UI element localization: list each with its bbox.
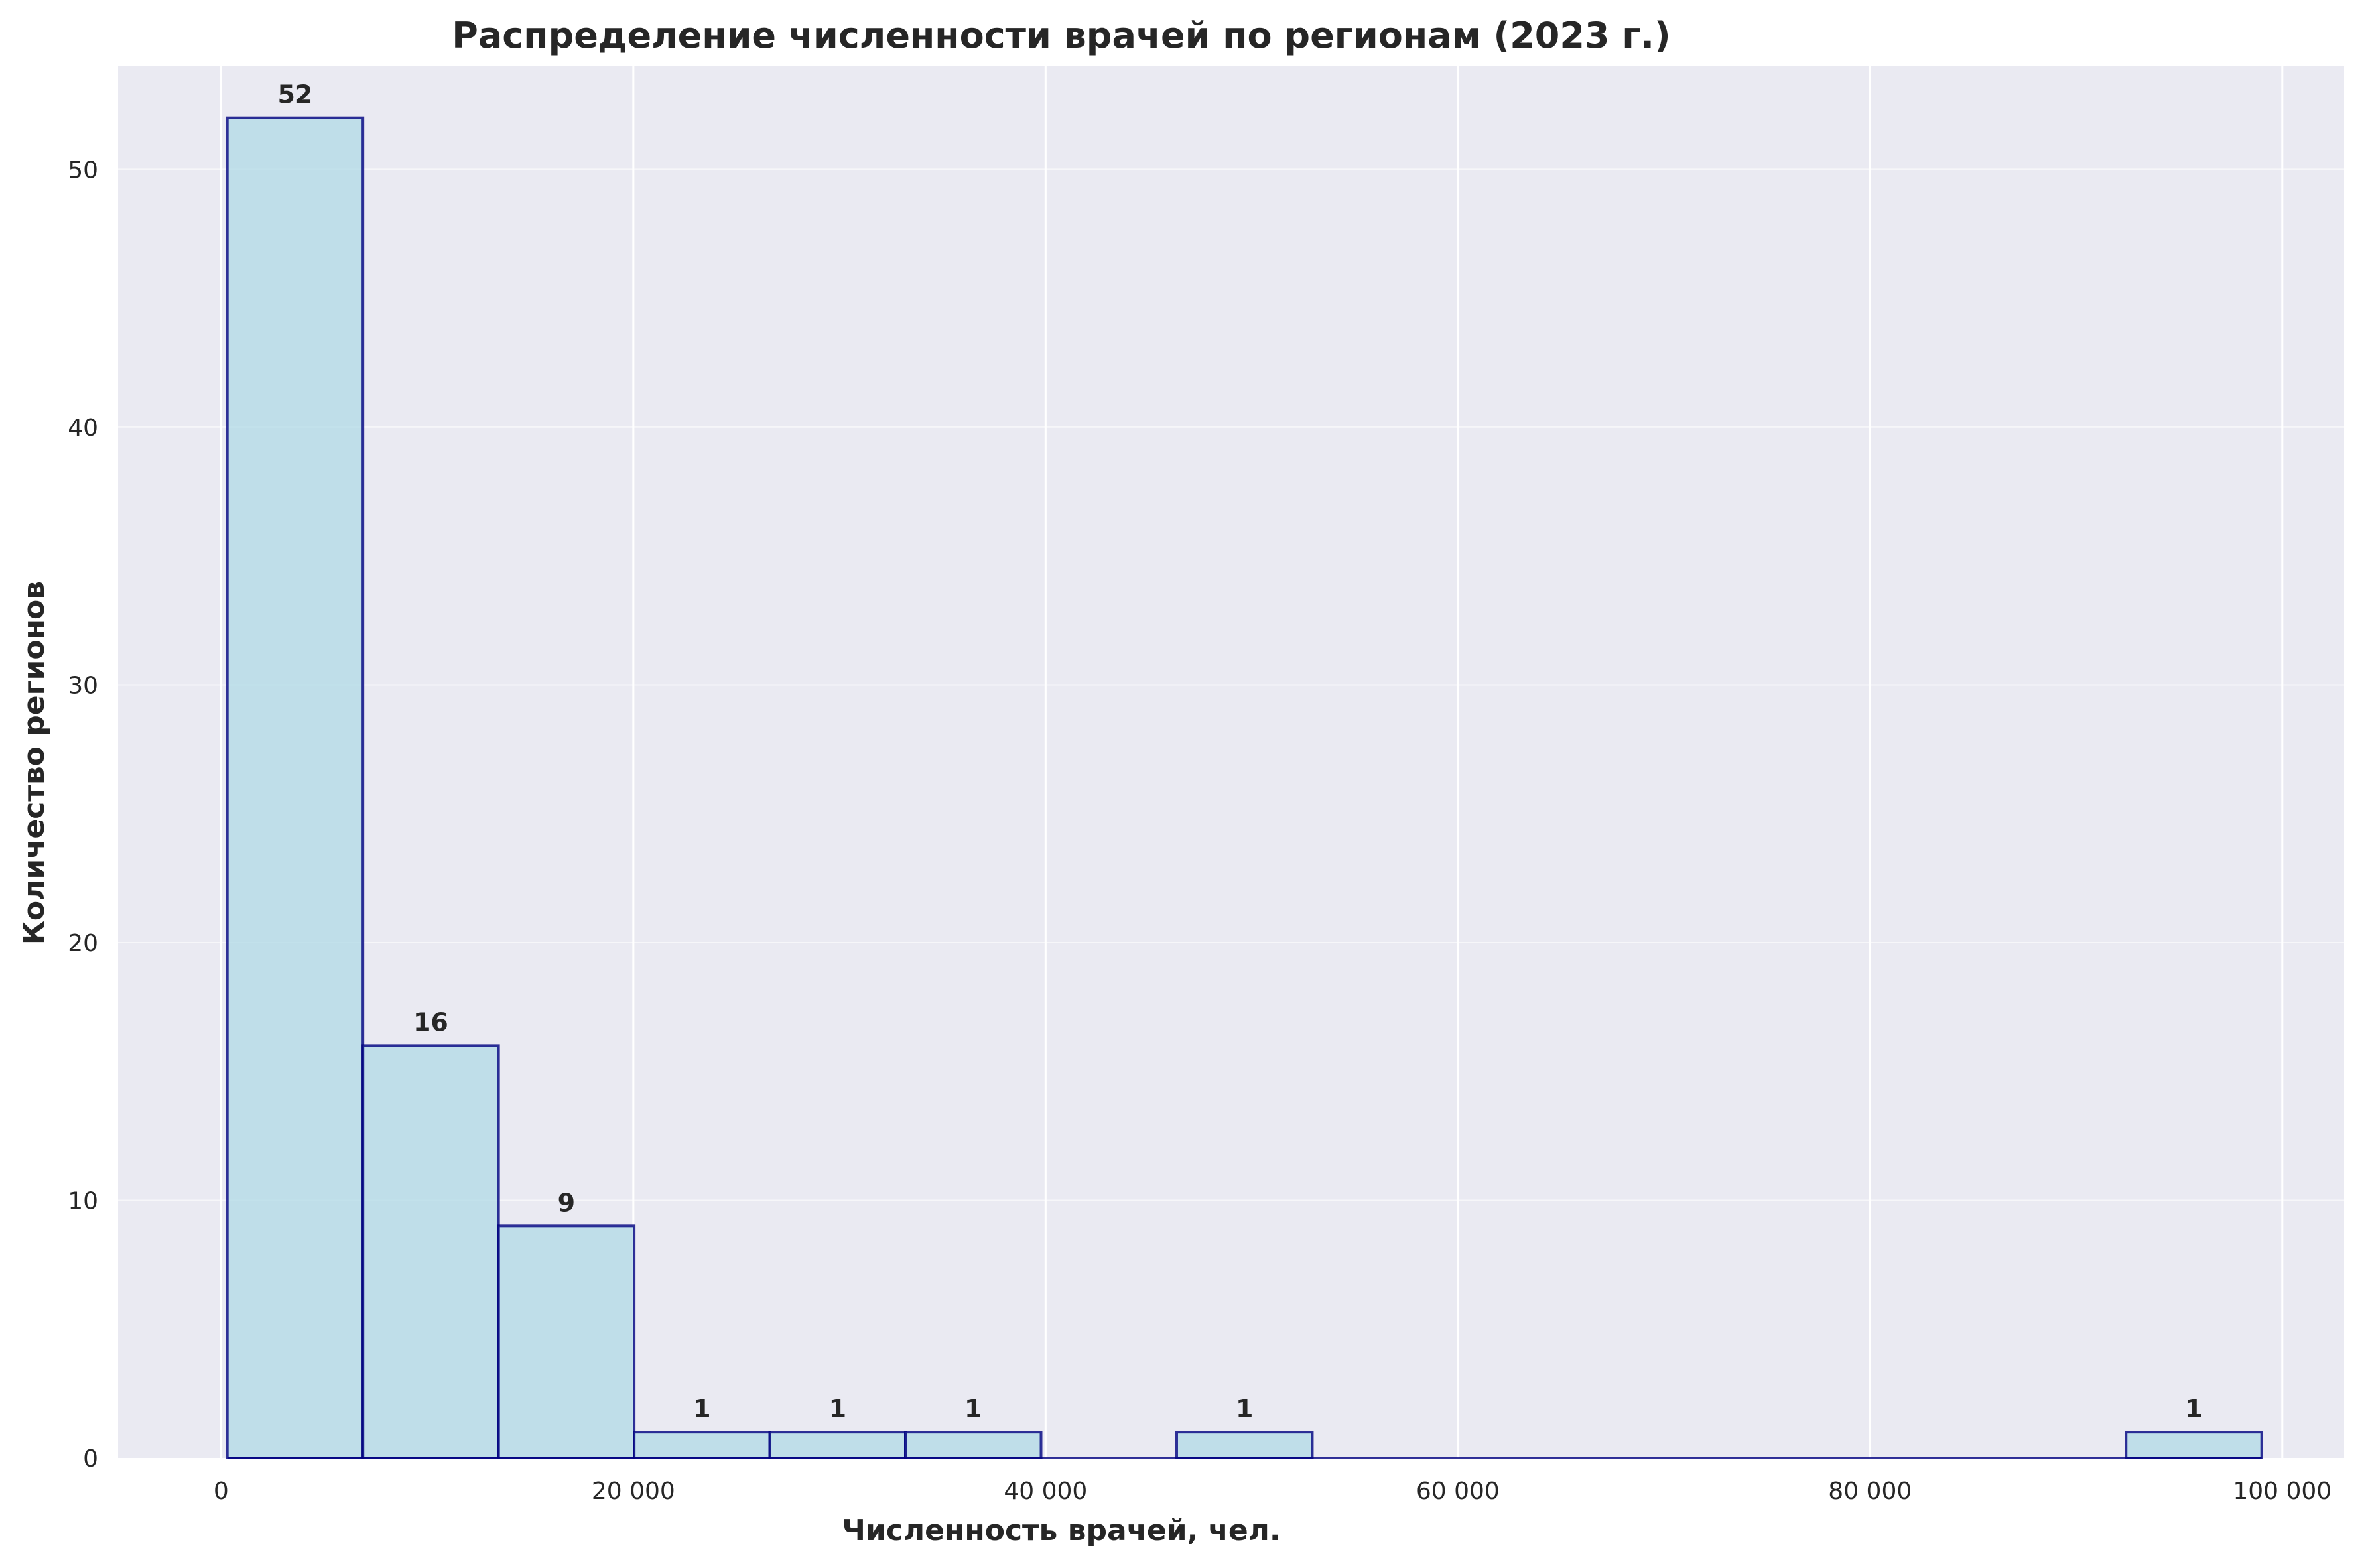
x-tick-label: 40 000 xyxy=(1004,1478,1087,1505)
histogram-bar xyxy=(1175,1431,1314,1460)
y-axis-ticks: 0 10 20 30 40 50 xyxy=(68,157,98,1472)
x-axis-ticks: 0 20 000 40 000 60 000 80 000 100 000 xyxy=(214,1478,2331,1505)
y-tick-label: 30 xyxy=(68,672,98,699)
data-labels: 52 16 9 1 1 1 1 1 xyxy=(277,80,2202,1423)
bar-value-label: 1 xyxy=(964,1394,982,1423)
histogram-bar xyxy=(633,1431,771,1460)
x-tick-label: 60 000 xyxy=(1416,1478,1500,1505)
x-tick-label: 20 000 xyxy=(592,1478,675,1505)
x-axis-label: Численность врачей, чел. xyxy=(842,1514,1280,1547)
histogram-bar xyxy=(361,1044,500,1459)
bars xyxy=(226,116,2263,1460)
bar-value-label: 9 xyxy=(558,1188,575,1217)
chart-title: Распределение численности врачей по реги… xyxy=(452,15,1670,56)
y-tick-label: 20 xyxy=(68,930,98,957)
y-tick-label: 40 xyxy=(68,415,98,442)
y-tick-label: 10 xyxy=(68,1187,98,1214)
y-axis-label: Количество регионов xyxy=(17,581,51,945)
grid-lines xyxy=(118,66,2344,1458)
bar-value-label: 16 xyxy=(413,1008,448,1037)
histogram-bar xyxy=(768,1431,907,1460)
y-tick-label: 0 xyxy=(83,1445,98,1472)
bar-value-label: 1 xyxy=(2185,1394,2202,1423)
bar-value-label: 1 xyxy=(1236,1394,1253,1423)
x-tick-label: 80 000 xyxy=(1828,1478,1912,1505)
histogram-bar xyxy=(497,1224,636,1460)
x-tick-label: 0 xyxy=(214,1478,229,1505)
bar-value-label: 1 xyxy=(693,1394,710,1423)
bar-value-label: 1 xyxy=(829,1394,846,1423)
y-tick-label: 50 xyxy=(68,157,98,184)
x-tick-label: 100 000 xyxy=(2233,1478,2331,1505)
histogram-bar xyxy=(904,1431,1043,1460)
bar-value-label: 52 xyxy=(277,80,312,109)
histogram-bar xyxy=(2125,1431,2263,1460)
histogram-bar xyxy=(226,116,365,1459)
